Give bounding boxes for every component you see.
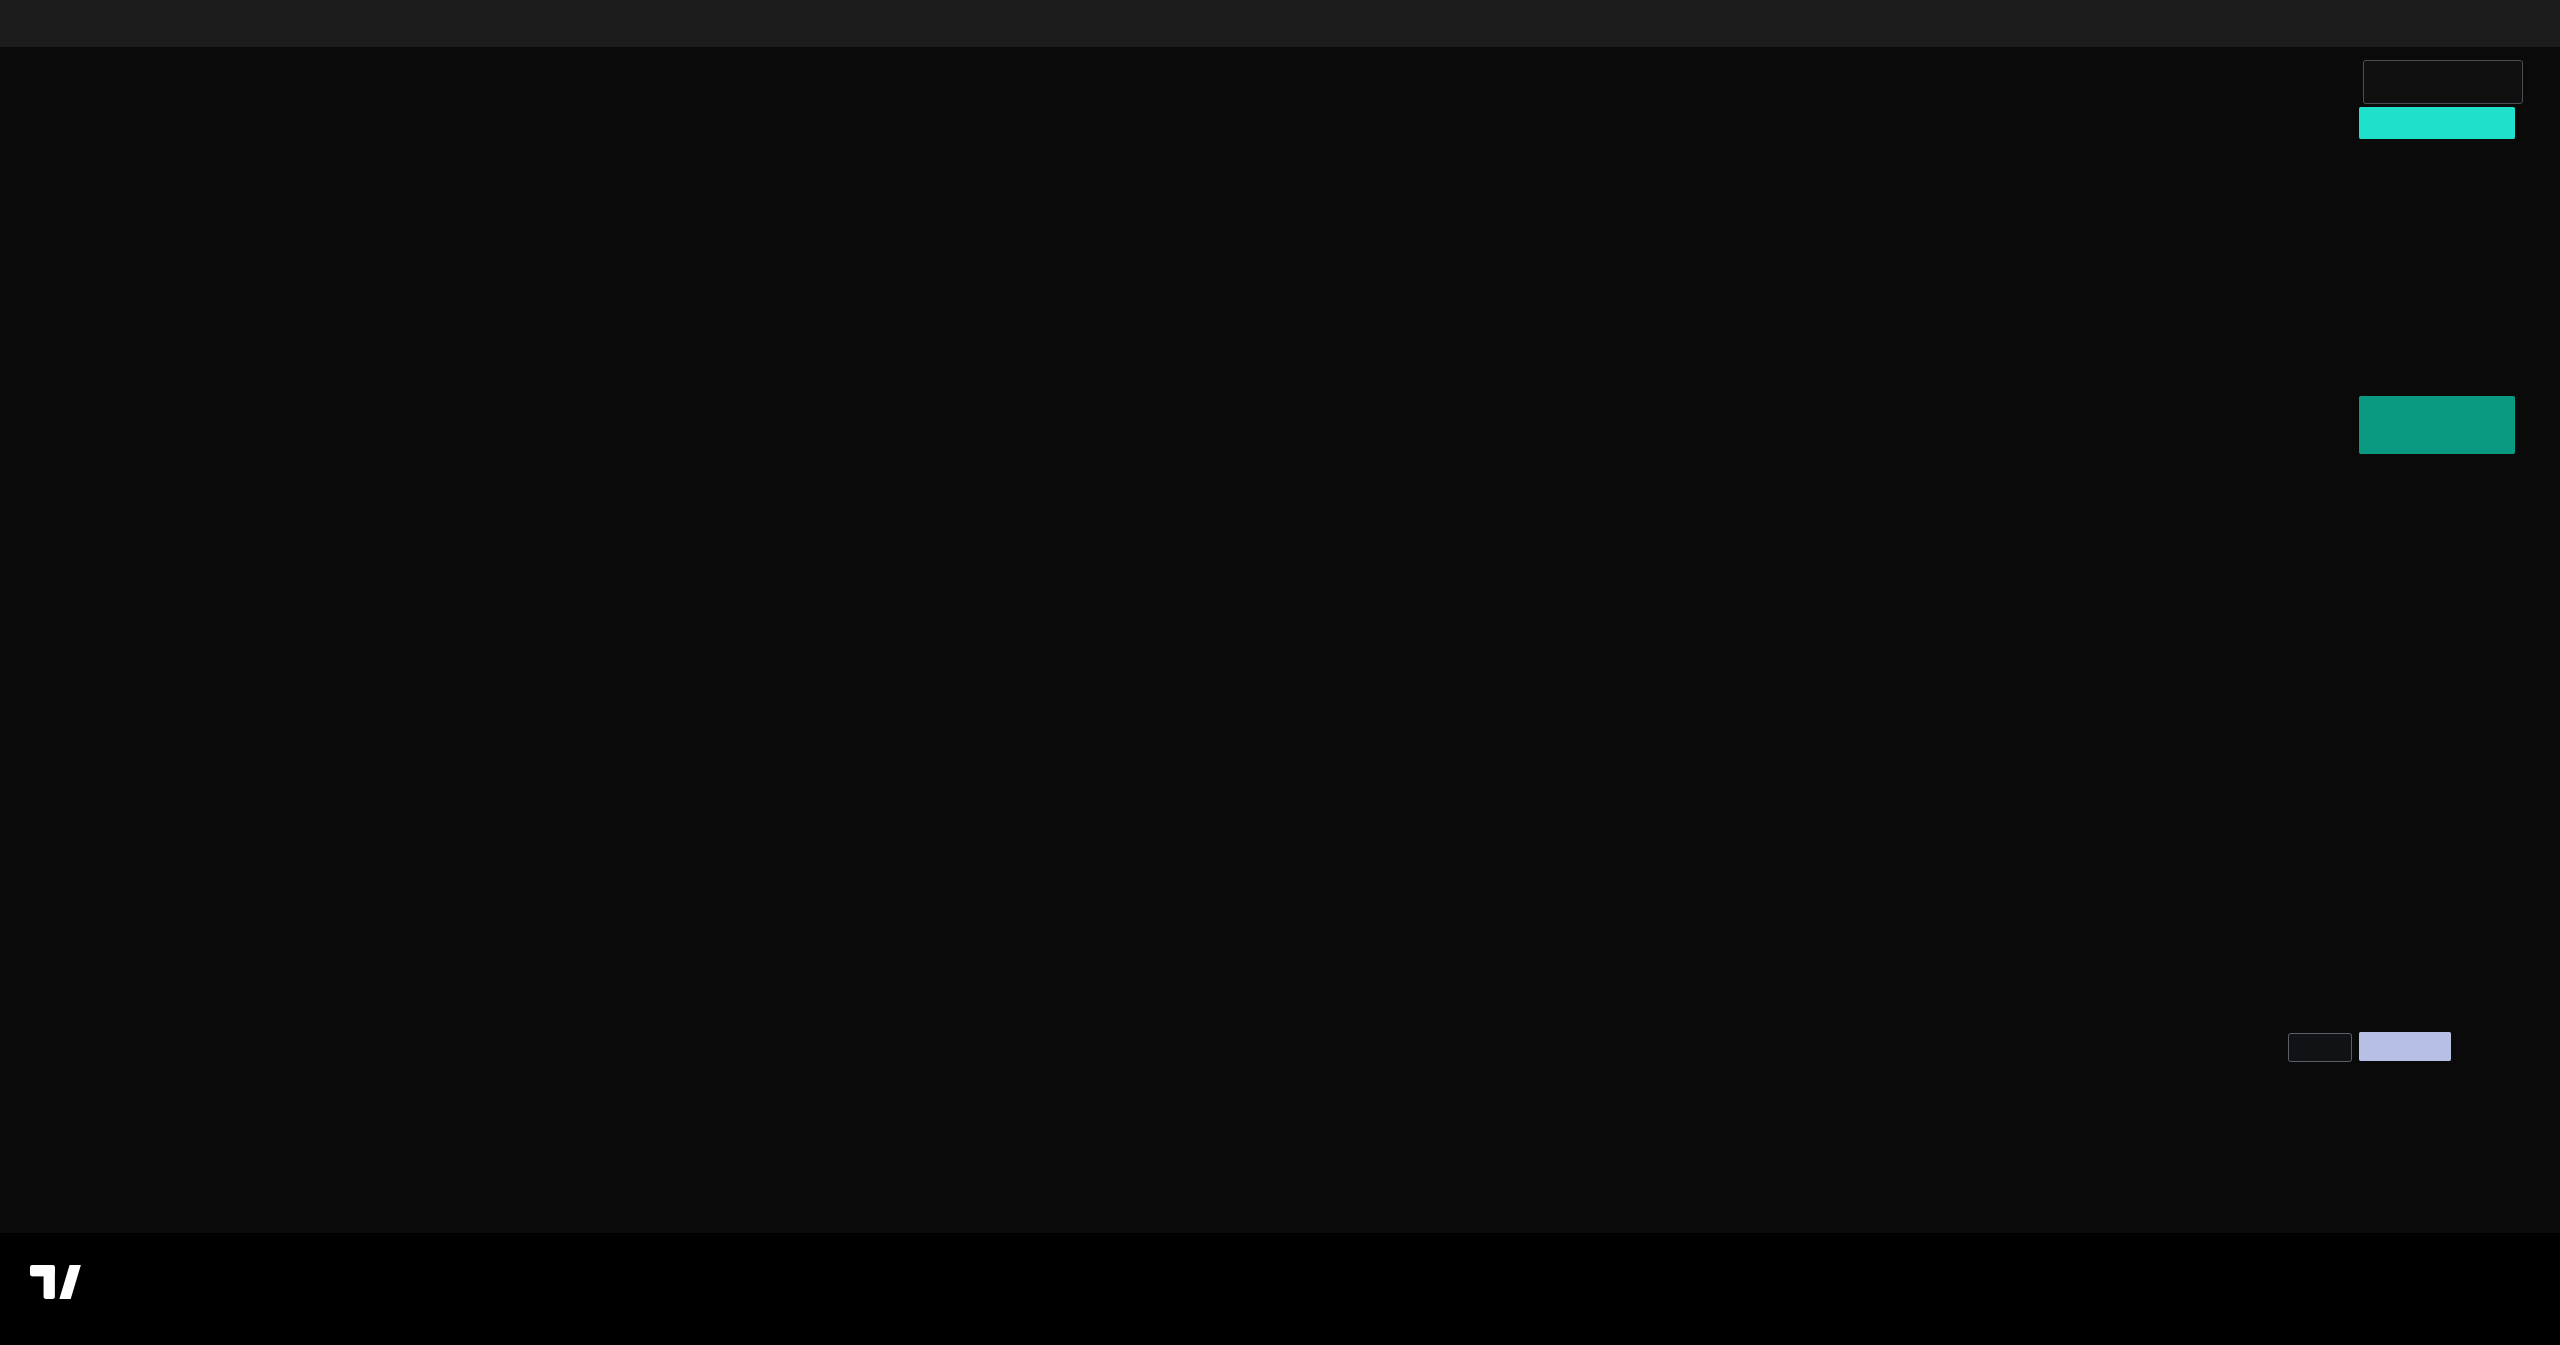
- attribution-bar: [0, 0, 2560, 47]
- symbol-box[interactable]: [2363, 60, 2523, 104]
- rsi-indicator-badge[interactable]: [2288, 1033, 2352, 1062]
- tradingview-chart-screenshot: [0, 0, 2560, 1345]
- price-chart-canvas[interactable]: [0, 0, 2560, 1345]
- resistance-price-label: [2359, 107, 2515, 139]
- rsi-value-label: [2359, 1032, 2451, 1061]
- tradingview-logo-icon: [30, 1259, 82, 1305]
- current-price-label: [2359, 396, 2515, 454]
- tradingview-logo[interactable]: [30, 1259, 450, 1305]
- footer-strip: [0, 1233, 2560, 1345]
